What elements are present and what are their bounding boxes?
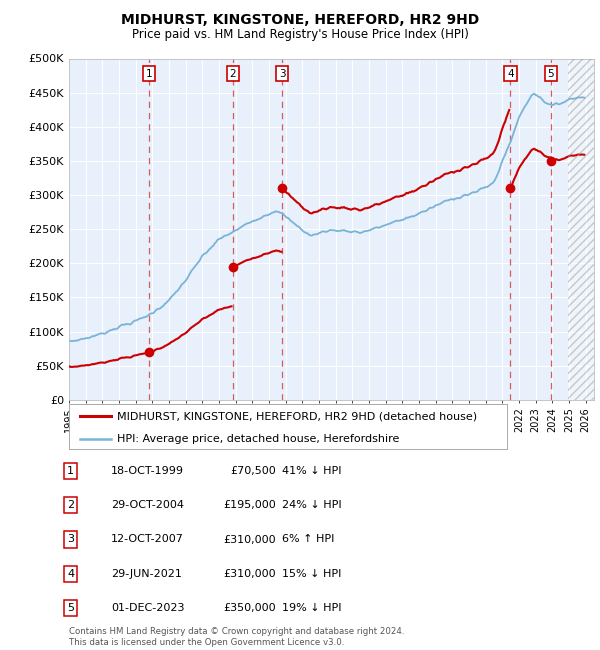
Text: HPI: Average price, detached house, Herefordshire: HPI: Average price, detached house, Here…	[117, 434, 400, 444]
Text: Price paid vs. HM Land Registry's House Price Index (HPI): Price paid vs. HM Land Registry's House …	[131, 28, 469, 41]
Text: £70,500: £70,500	[230, 466, 276, 476]
Text: 6% ↑ HPI: 6% ↑ HPI	[282, 534, 334, 545]
Text: 1: 1	[146, 68, 152, 79]
Text: 5: 5	[548, 68, 554, 79]
Text: 1: 1	[67, 466, 74, 476]
Text: £350,000: £350,000	[223, 603, 276, 613]
Text: 29-OCT-2004: 29-OCT-2004	[111, 500, 184, 510]
Text: 2: 2	[67, 500, 74, 510]
Text: MIDHURST, KINGSTONE, HEREFORD, HR2 9HD (detached house): MIDHURST, KINGSTONE, HEREFORD, HR2 9HD (…	[117, 411, 478, 421]
Text: 4: 4	[507, 68, 514, 79]
Text: 01-DEC-2023: 01-DEC-2023	[111, 603, 185, 613]
Text: 24% ↓ HPI: 24% ↓ HPI	[282, 500, 341, 510]
Text: 15% ↓ HPI: 15% ↓ HPI	[282, 569, 341, 578]
Text: 19% ↓ HPI: 19% ↓ HPI	[282, 603, 341, 613]
Text: 18-OCT-1999: 18-OCT-1999	[111, 466, 184, 476]
Text: £310,000: £310,000	[223, 569, 276, 578]
Text: 2: 2	[230, 68, 236, 79]
Text: 12-OCT-2007: 12-OCT-2007	[111, 534, 184, 545]
Text: 41% ↓ HPI: 41% ↓ HPI	[282, 466, 341, 476]
Text: 29-JUN-2021: 29-JUN-2021	[111, 569, 182, 578]
Text: 3: 3	[67, 534, 74, 545]
Text: £195,000: £195,000	[223, 500, 276, 510]
Text: 4: 4	[67, 569, 74, 578]
Text: MIDHURST, KINGSTONE, HEREFORD, HR2 9HD: MIDHURST, KINGSTONE, HEREFORD, HR2 9HD	[121, 13, 479, 27]
Text: Contains HM Land Registry data © Crown copyright and database right 2024.
This d: Contains HM Land Registry data © Crown c…	[69, 627, 404, 647]
Bar	[568, 58, 594, 400]
Bar	[568, 58, 594, 400]
Text: 5: 5	[67, 603, 74, 613]
Text: 3: 3	[278, 68, 286, 79]
Text: £310,000: £310,000	[223, 534, 276, 545]
